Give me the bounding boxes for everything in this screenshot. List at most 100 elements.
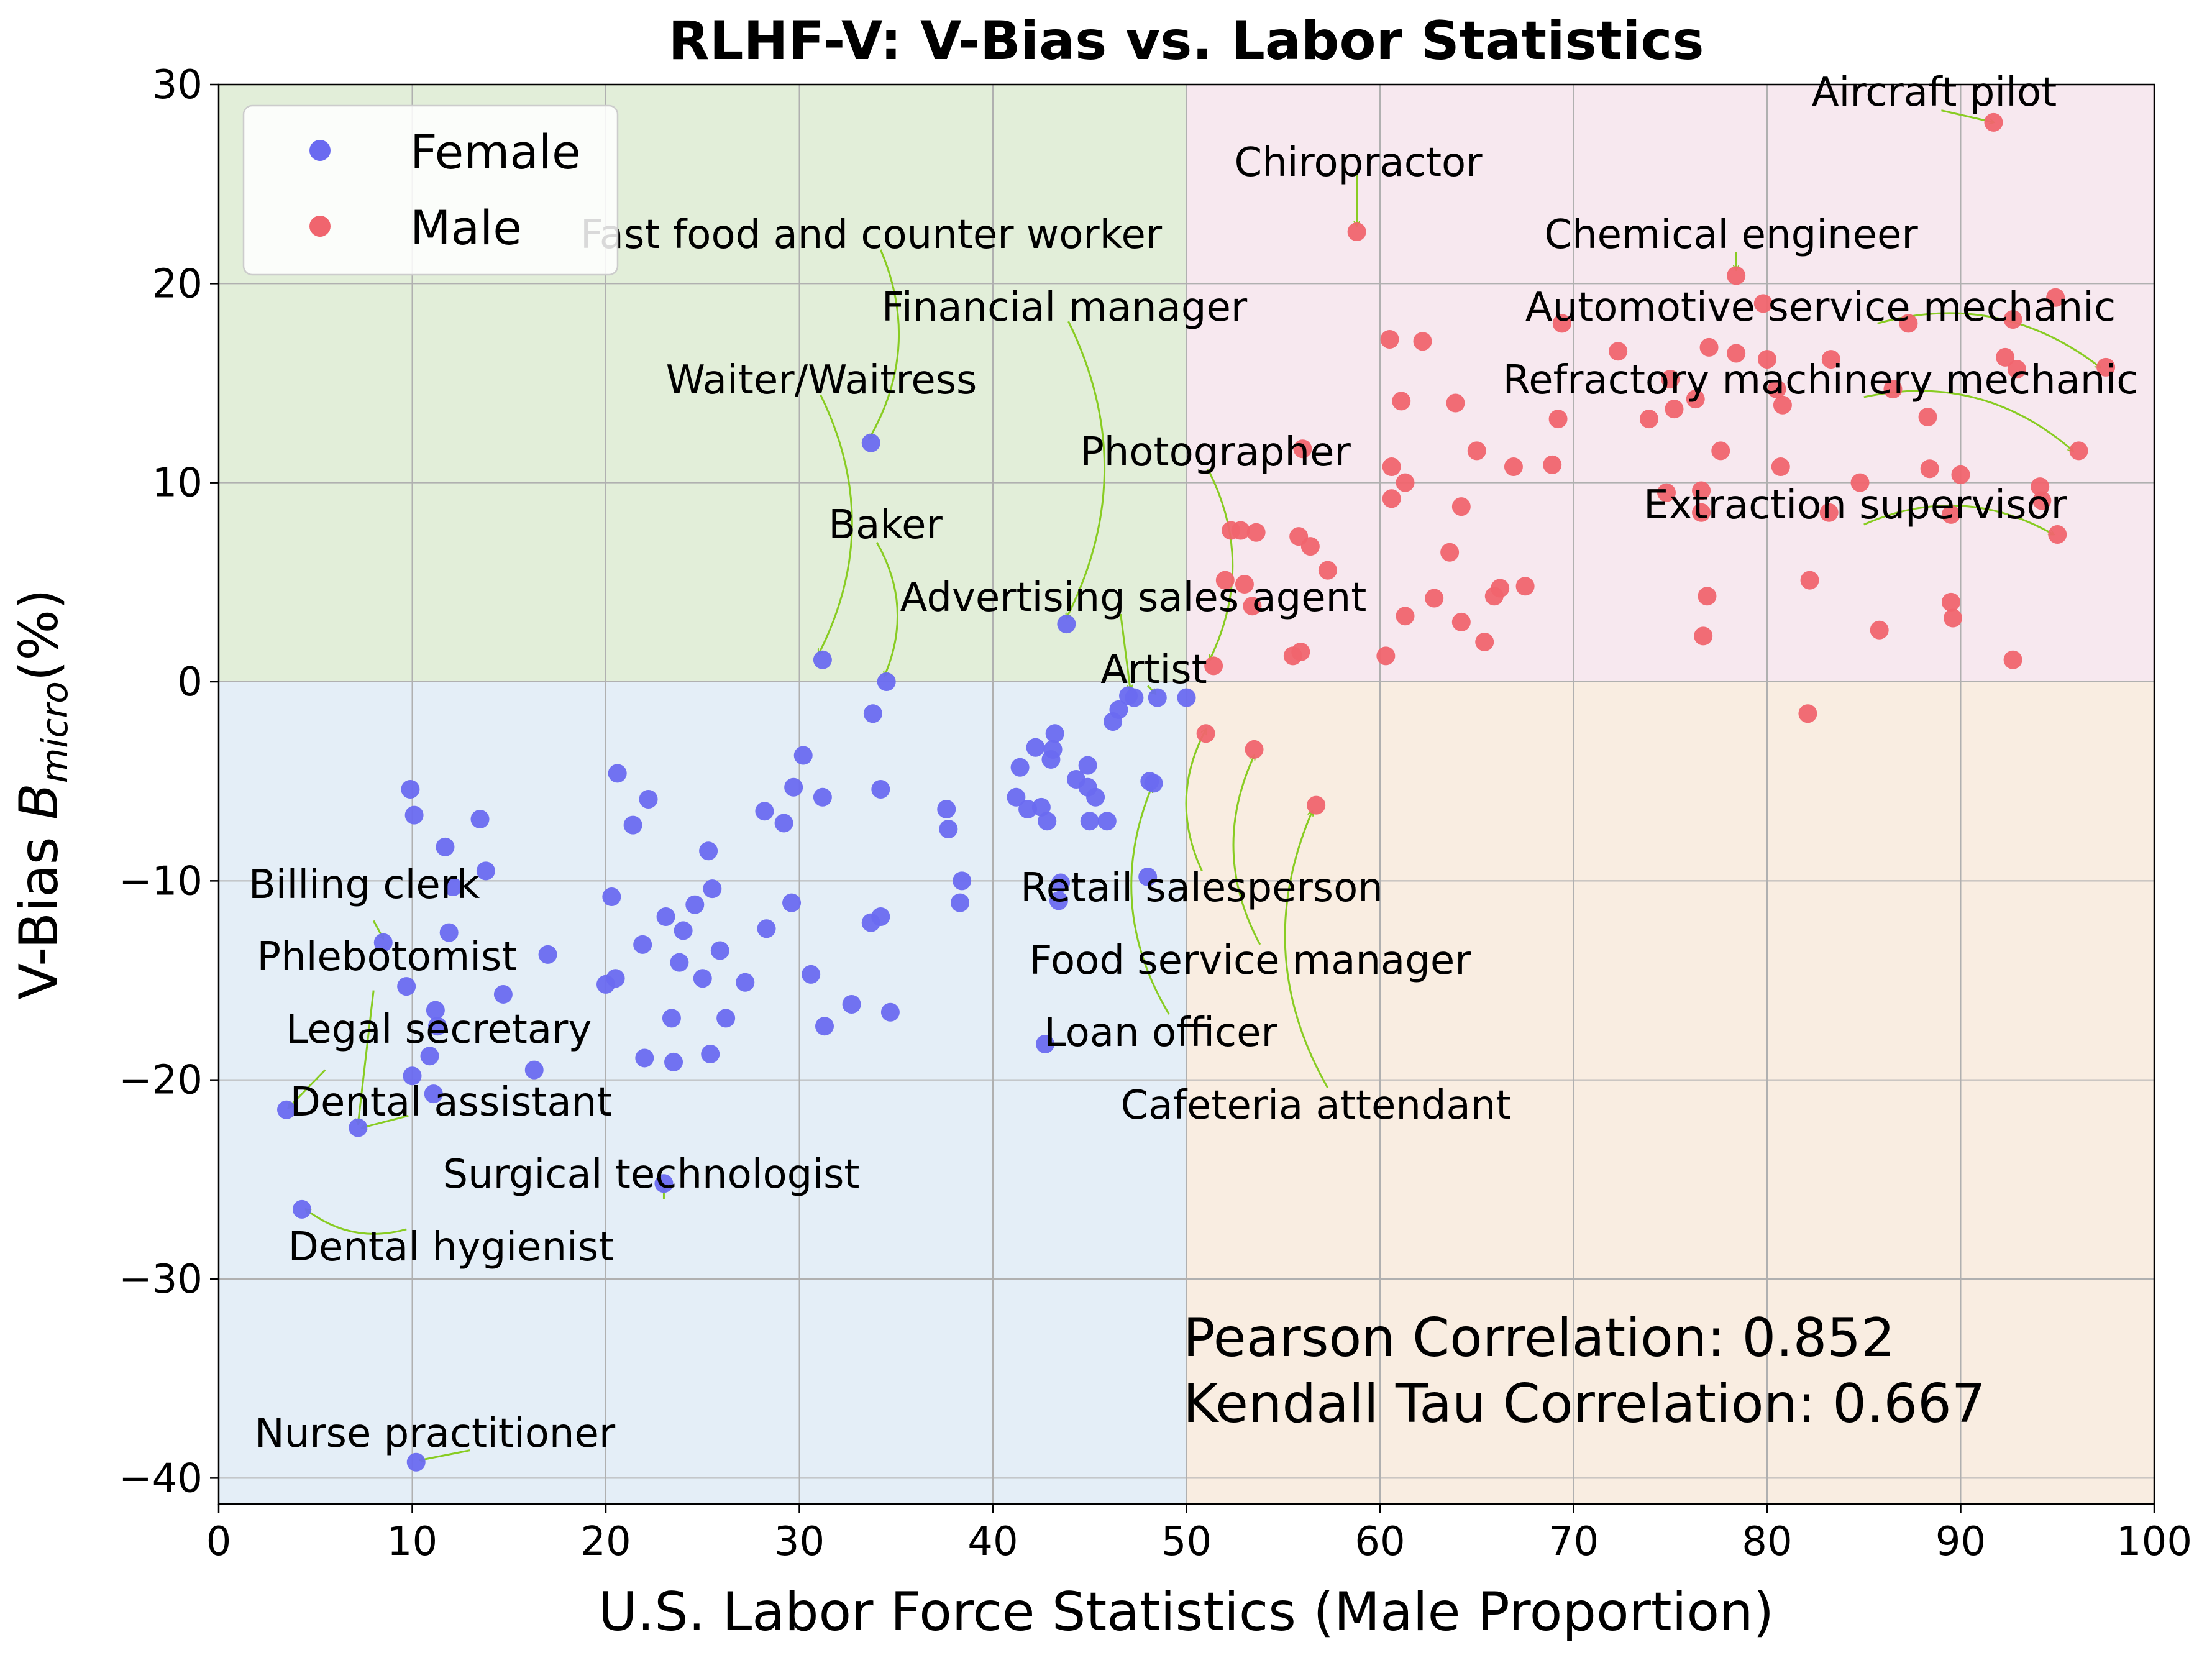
- point-female: [443, 877, 462, 896]
- point-female: [470, 810, 490, 829]
- point-female: [953, 871, 972, 891]
- annotation-label: Photographer: [1080, 429, 1351, 475]
- point-female: [1051, 873, 1071, 892]
- point-female: [842, 994, 861, 1014]
- x-tick-label: 60: [1355, 1519, 1405, 1565]
- x-tick-label: 100: [2116, 1519, 2192, 1565]
- point-female: [701, 1045, 720, 1064]
- point-male: [1665, 400, 1684, 419]
- annotation-label: Chiropractor: [1235, 140, 1483, 186]
- point-female: [813, 650, 832, 669]
- point-male: [1204, 656, 1223, 676]
- point-female: [693, 969, 712, 988]
- point-male: [1773, 395, 1792, 415]
- point-female: [877, 672, 896, 692]
- annotation-arrow: [1207, 468, 1234, 660]
- annotation-arrow: [1066, 321, 1106, 618]
- point-male: [1300, 537, 1320, 556]
- annotation-arrow: [1185, 730, 1206, 871]
- point-male: [1451, 612, 1471, 631]
- point-female: [1144, 774, 1163, 793]
- annotation-arrow: [1284, 811, 1329, 1089]
- point-male: [1382, 489, 1401, 508]
- point-male: [2003, 309, 2022, 329]
- annotation-label: Loan officer: [1044, 1010, 1277, 1056]
- point-female: [755, 802, 774, 821]
- point-female: [1057, 615, 1076, 634]
- quadrant-3: [1186, 682, 2154, 1504]
- point-female: [1138, 867, 1158, 886]
- annotation-label: Phlebotomist: [257, 934, 518, 980]
- x-tick-label: 80: [1742, 1519, 1792, 1565]
- point-male: [1440, 543, 1460, 562]
- point-female: [1049, 891, 1068, 910]
- point-female: [426, 1001, 445, 1020]
- point-male: [1293, 439, 1312, 459]
- point-female: [782, 893, 802, 912]
- point-male: [1951, 465, 1970, 484]
- chart-title: RLHF-V: V-Bias vs. Labor Statistics: [668, 10, 1704, 72]
- point-male: [1996, 347, 2015, 367]
- point-female: [736, 973, 755, 992]
- point-female: [1031, 797, 1051, 817]
- point-female: [608, 764, 627, 783]
- point-male: [2069, 441, 2088, 461]
- point-female: [404, 805, 424, 825]
- annotation-label: Advertising sales agent: [900, 575, 1367, 621]
- point-female: [1080, 812, 1099, 831]
- point-male: [1699, 337, 1719, 357]
- annotation-arrow: [306, 1209, 407, 1235]
- point-male: [1692, 481, 1711, 500]
- point-male: [1727, 266, 1746, 285]
- point-female: [1125, 688, 1144, 707]
- point-male: [1446, 393, 1465, 413]
- legend-label-female: Female: [410, 124, 581, 180]
- point-male: [2048, 525, 2067, 544]
- annotation-label: Aircraft pilot: [1812, 70, 2057, 116]
- annotation-label: Waiter/Waitress: [666, 357, 977, 403]
- y-tick-label: 20: [152, 261, 203, 307]
- point-female: [654, 1174, 674, 1193]
- annotation-arrow: [420, 1449, 471, 1460]
- annotation-label: Retail salesperson: [1020, 865, 1383, 911]
- annotation-label: Fast food and counter worker: [580, 212, 1163, 258]
- point-male: [1475, 632, 1494, 651]
- y-tick-label: −30: [119, 1257, 203, 1303]
- point-female: [427, 1017, 447, 1036]
- point-male: [1491, 579, 1510, 598]
- point-male: [1307, 795, 1326, 815]
- y-axis-label-unit: (%): [8, 589, 70, 681]
- point-female: [784, 777, 803, 797]
- point-female: [757, 919, 776, 938]
- point-female: [476, 861, 495, 881]
- annotation-arrow: [875, 542, 899, 676]
- point-female: [1010, 758, 1030, 777]
- point-female: [1007, 787, 1026, 807]
- point-male: [2096, 357, 2116, 377]
- point-female: [863, 704, 882, 723]
- annotation-label: Legal secretary: [286, 1007, 592, 1053]
- legend-marker-female: [309, 140, 331, 161]
- point-male: [1243, 597, 1262, 616]
- point-female: [951, 893, 970, 912]
- annotation-label: Automotive service mechanic: [1525, 285, 2116, 331]
- x-tick-label: 70: [1548, 1519, 1599, 1565]
- annotation-label: Nurse practitioner: [255, 1411, 616, 1457]
- annotation-label: Surgical technologist: [442, 1152, 859, 1198]
- annotation-label: Financial manager: [882, 285, 1248, 331]
- annotation-label: Baker: [828, 502, 943, 548]
- point-male: [1609, 342, 1628, 361]
- point-female: [639, 790, 658, 809]
- point-male: [1753, 294, 1773, 313]
- point-male: [1382, 457, 1401, 477]
- annotation-arrow: [362, 1114, 409, 1127]
- annotation-arrow: [1863, 504, 2054, 534]
- point-male: [1396, 607, 1415, 626]
- point-male: [1246, 523, 1266, 542]
- point-male: [1694, 626, 1713, 646]
- annotation-label: Billing clerk: [249, 862, 480, 908]
- point-male: [1918, 407, 1937, 426]
- y-tick-label: 30: [152, 62, 203, 108]
- point-male: [1771, 457, 1790, 477]
